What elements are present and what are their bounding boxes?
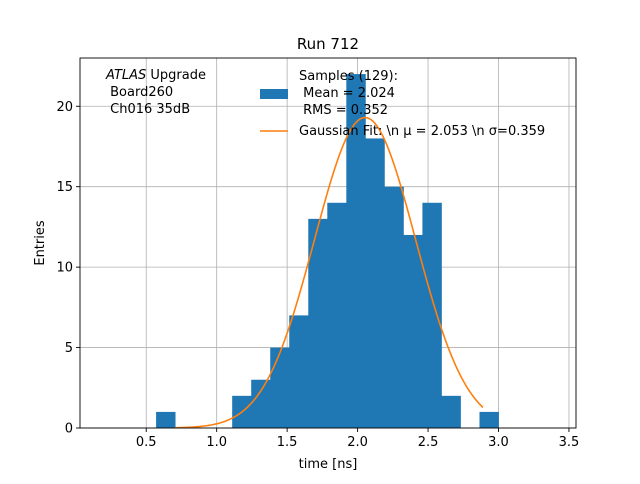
histogram-bar <box>270 347 290 428</box>
histogram-bar <box>251 379 271 428</box>
histogram-bars <box>156 74 499 428</box>
histogram-bar <box>384 186 404 428</box>
y-axis: 0 5 10 15 20 <box>56 100 80 437</box>
y-axis-label: Entries <box>33 220 48 266</box>
x-tick-label: 2.5 <box>418 435 439 450</box>
histogram-bar <box>422 202 442 428</box>
x-tick-label: 3.0 <box>488 435 509 450</box>
histogram-bar <box>346 74 366 428</box>
y-tick-label: 5 <box>65 341 73 356</box>
histogram-bar <box>327 202 347 428</box>
y-tick-label: 15 <box>56 180 73 195</box>
x-tick-label: 1.0 <box>206 435 227 450</box>
x-tick-label: 3.5 <box>559 435 580 450</box>
histogram-bar <box>289 315 309 428</box>
histogram-bar <box>365 138 385 428</box>
y-tick-label: 20 <box>56 100 73 115</box>
chart-title: Run 712 <box>297 35 359 53</box>
histogram-bar <box>308 218 328 428</box>
x-tick-label: 2.0 <box>347 435 368 450</box>
annotation-line: ATLAS Upgrade <box>105 68 206 83</box>
legend-fit-text: Gaussian Fit: \n μ = 2.053 \n σ=0.359 <box>299 124 545 139</box>
x-tick-label: 0.5 <box>136 435 157 450</box>
annotation-line: Ch016 35dB <box>106 102 190 117</box>
histogram-bar <box>403 234 423 428</box>
legend: Samples (129): Mean = 2.024 RMS = 0.352 G… <box>260 69 545 139</box>
x-axis-label: time [ns] <box>299 457 358 472</box>
x-tick-label: 1.5 <box>277 435 298 450</box>
gaussian-fit-curve <box>174 116 484 429</box>
atlas-annotation: ATLAS Upgrade Board260 Ch016 35dB <box>105 68 206 117</box>
legend-samples-text: Mean = 2.024 <box>299 86 395 101</box>
x-axis: 0.5 1.0 1.5 2.0 2.5 3.0 3.5 <box>136 428 579 450</box>
histogram-bar <box>479 411 499 428</box>
legend-samples-swatch <box>260 89 288 99</box>
legend-samples-text: RMS = 0.352 <box>299 103 388 118</box>
axes-frame <box>79 57 577 429</box>
annotation-line: Board260 <box>106 85 173 100</box>
y-tick-label: 0 <box>65 422 73 437</box>
histogram-bar <box>156 411 176 428</box>
legend-samples-text: Samples (129): <box>299 69 398 84</box>
histogram-bar <box>441 395 461 428</box>
y-tick-label: 10 <box>56 261 73 276</box>
